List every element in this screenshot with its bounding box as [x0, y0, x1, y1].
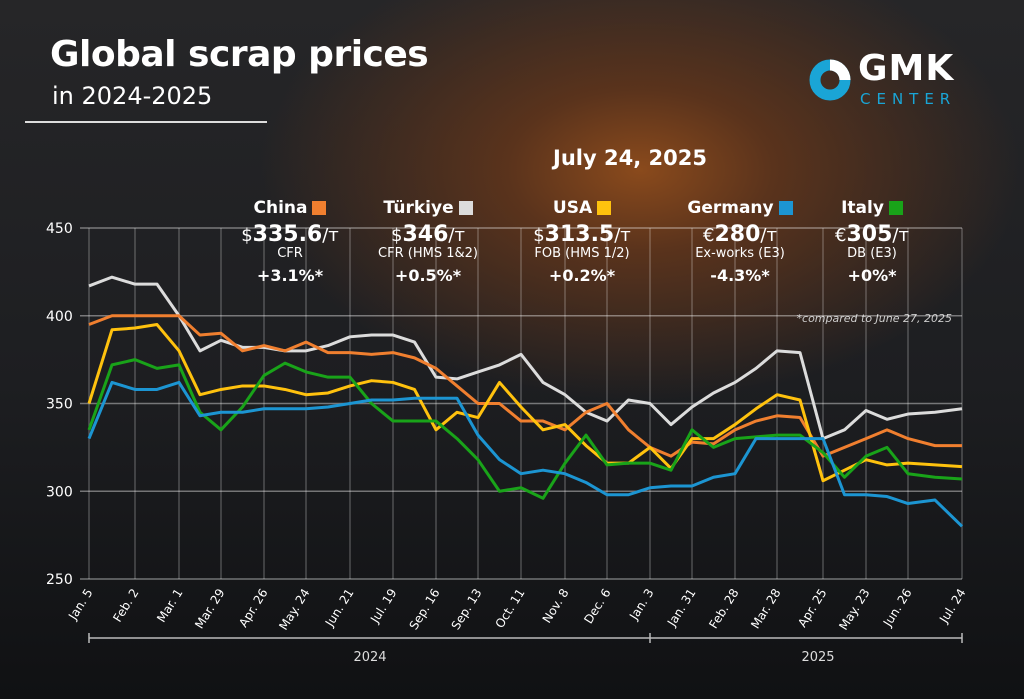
legend-name: Germany [687, 198, 774, 218]
price-change: +0%* [847, 266, 897, 285]
series-line-usa [87, 323, 963, 483]
x-tick-label: Jan. 5 [65, 586, 95, 623]
x-tick-label: Mar. 29 [192, 586, 227, 631]
footnote: *compared to June 27, 2025 [796, 312, 952, 325]
x-tick-label: Sep. 13 [449, 586, 485, 632]
legend-swatch [458, 201, 473, 215]
x-tick-label: Jan. 31 [664, 586, 698, 629]
x-tick-label: Oct. 11 [493, 586, 528, 630]
y-tick-label: 250 [46, 572, 73, 588]
price-basis: CFR (HMS 1&2) [378, 246, 478, 261]
price-value: 313.5 [544, 222, 615, 247]
price-value: 335.6 [252, 222, 323, 247]
legend-name: Türkiye [383, 198, 454, 218]
logo-name: GMK [858, 48, 955, 89]
price-value: 280 [714, 222, 761, 247]
series-line-italy [87, 358, 963, 500]
gmk-logo-icon [809, 59, 851, 101]
price-change: +0.5%* [394, 266, 462, 285]
price-basis: FOB (HMS 1/2) [534, 246, 630, 261]
x-tick-label: Mar. 28 [748, 586, 783, 631]
legend-name: USA [552, 198, 593, 218]
x-tick-label: Mar. 1 [154, 586, 185, 625]
legend-swatch [597, 201, 612, 215]
legend-name: Italy [841, 198, 884, 218]
legend-swatch [888, 201, 903, 215]
currency: $ [241, 225, 253, 246]
currency: € [835, 225, 847, 246]
x-tick-label: Jul. 19 [367, 586, 399, 626]
title-divider [25, 121, 267, 123]
x-tick-label: May. 24 [276, 586, 312, 632]
x-tick-label: Jun. 21 [322, 586, 356, 630]
legend-item-türkiye: Türkiye $346/т CFR (HMS 1&2) +0.5%* [353, 198, 503, 285]
x-tick-label: Feb. 28 [706, 586, 741, 631]
x-tick-label: Jan. 3 [626, 586, 656, 623]
price-change: -4.3%* [710, 266, 770, 285]
x-tick-label: Sep. 16 [407, 586, 443, 632]
price-basis: DB (E3) [847, 246, 897, 261]
report-date: July 24, 2025 [553, 146, 707, 170]
legend-item-germany: Germany €280/т Ex-works (E3) -4.3%* [665, 198, 815, 285]
logo-subtitle: CENTER [860, 90, 957, 108]
y-tick-label: 450 [46, 221, 73, 237]
legend-name: China [253, 198, 308, 218]
x-tick-label: Apr. 25 [795, 586, 829, 630]
chart-subtitle: in 2024-2025 [52, 82, 213, 110]
price-value: 305 [846, 222, 893, 247]
legend-item-china: China $335.6/т CFR +3.1%* [215, 198, 365, 285]
price-basis: Ex-works (E3) [695, 246, 785, 261]
year-label: 2024 [353, 650, 386, 665]
y-tick-label: 400 [46, 309, 73, 325]
price-value: 346 [402, 222, 449, 247]
series-line-germany [87, 380, 964, 528]
x-tick-label: Feb. 2 [110, 586, 141, 624]
price-unit: /т [892, 225, 909, 246]
currency: $ [533, 225, 545, 246]
y-tick-label: 300 [46, 484, 73, 500]
chart-title: Global scrap prices [50, 34, 429, 75]
currency: $ [391, 225, 403, 246]
price-unit: /т [448, 225, 465, 246]
legend-swatch [778, 201, 793, 215]
x-tick-label: Jul. 24 [936, 586, 968, 626]
price-unit: /т [760, 225, 777, 246]
legend-item-italy: Italy €305/т DB (E3) +0%* [797, 198, 947, 285]
x-tick-label: May. 23 [836, 586, 872, 632]
price-basis: CFR [277, 246, 303, 261]
x-tick-label: Dec. 6 [581, 586, 613, 626]
x-tick-label: Apr. 26 [236, 586, 270, 630]
price-change: +0.2%* [548, 266, 616, 285]
legend-swatch [312, 201, 327, 215]
year-label: 2025 [801, 650, 834, 665]
legend-item-usa: USA $313.5/т FOB (HMS 1/2) +0.2%* [507, 198, 657, 285]
price-unit: /т [322, 225, 339, 246]
x-tick-label: Nov. 8 [540, 586, 572, 625]
x-tick-label: Jun. 26 [880, 586, 914, 630]
series-line-türkiye [88, 275, 963, 441]
y-tick-label: 350 [46, 397, 73, 413]
price-change: +3.1%* [256, 266, 324, 285]
currency: € [703, 225, 715, 246]
price-unit: /т [614, 225, 631, 246]
